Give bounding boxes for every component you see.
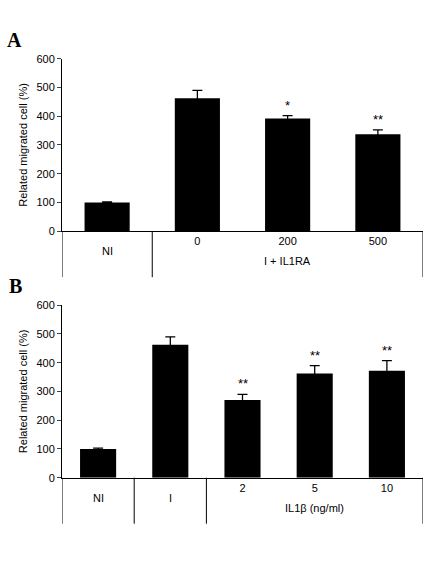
svg-text:IL1β (ng/ml): IL1β (ng/ml) (285, 502, 344, 514)
svg-text:B: B (9, 275, 22, 297)
svg-text:5: 5 (312, 482, 318, 494)
svg-text:A: A (7, 29, 22, 51)
svg-text:400: 400 (36, 357, 54, 369)
svg-text:500: 500 (36, 81, 54, 93)
svg-text:0: 0 (49, 225, 55, 237)
svg-text:I: I (169, 492, 172, 504)
svg-text:200: 200 (36, 168, 54, 180)
svg-text:2: 2 (239, 482, 245, 494)
svg-text:**: ** (238, 376, 248, 391)
svg-text:200: 200 (278, 235, 296, 247)
svg-text:300: 300 (36, 139, 54, 151)
svg-text:0: 0 (194, 235, 200, 247)
svg-text:**: ** (310, 348, 320, 363)
svg-text:10: 10 (381, 482, 393, 494)
svg-text:Related migrated cell (%): Related migrated cell (%) (17, 330, 29, 454)
svg-text:NI: NI (102, 245, 113, 257)
svg-text:500: 500 (369, 235, 387, 247)
svg-text:**: ** (373, 112, 383, 127)
svg-text:Related migrated cell (%): Related migrated cell (%) (17, 83, 29, 206)
svg-text:100: 100 (36, 443, 54, 455)
svg-text:600: 600 (36, 53, 54, 65)
svg-text:0: 0 (49, 472, 55, 484)
svg-text:600: 600 (36, 299, 54, 311)
svg-text:500: 500 (36, 328, 54, 340)
svg-text:400: 400 (36, 110, 54, 122)
svg-text:300: 300 (36, 385, 54, 397)
svg-text:200: 200 (36, 414, 54, 426)
svg-text:*: * (285, 98, 290, 113)
svg-text:I + IL1RA: I + IL1RA (264, 255, 311, 267)
svg-text:100: 100 (36, 196, 54, 208)
svg-text:NI: NI (93, 492, 104, 504)
svg-text:**: ** (382, 343, 392, 358)
